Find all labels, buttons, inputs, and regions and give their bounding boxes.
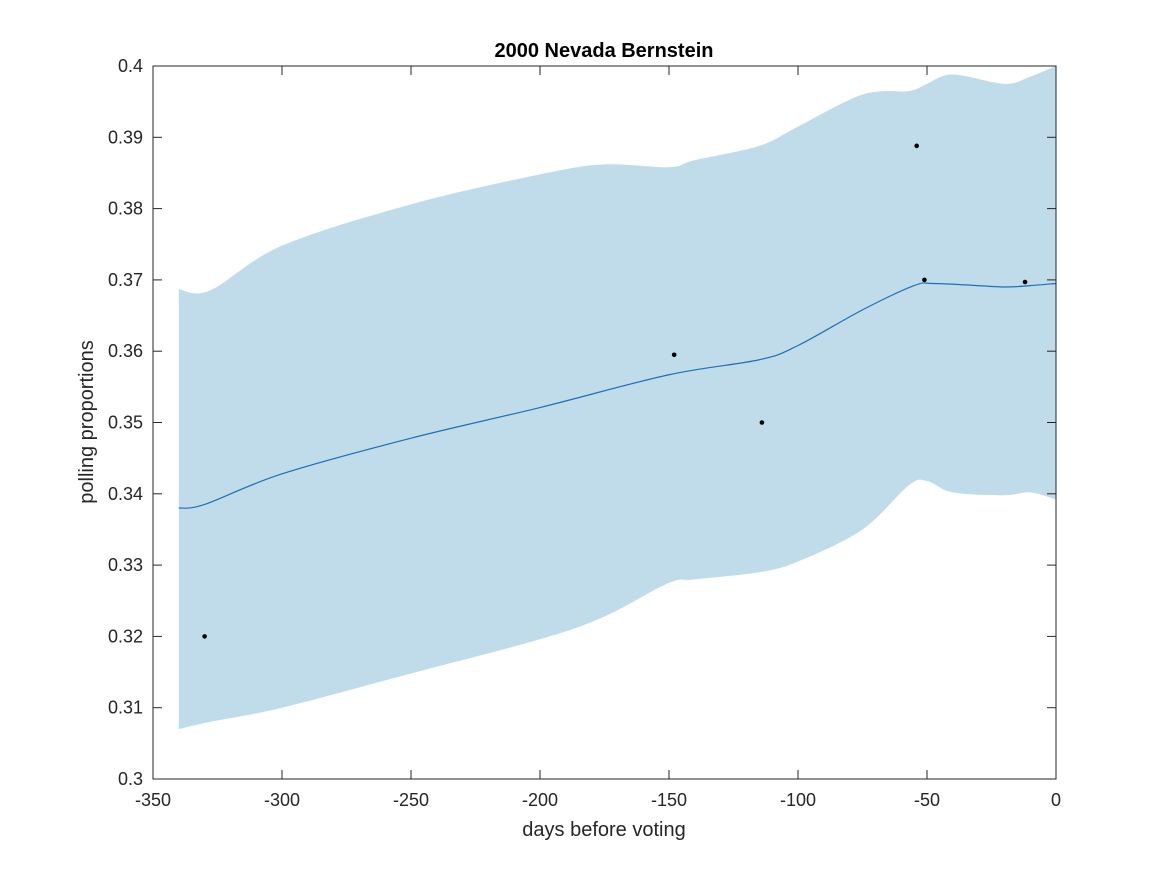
x-tick-label: -150 [651, 790, 687, 810]
series-line-0 [178, 282, 1057, 509]
y-tick-label: 0.39 [108, 127, 143, 147]
y-tick-label: 0.37 [108, 270, 143, 290]
y-tick-label: 0.36 [108, 341, 143, 361]
data-point [202, 634, 207, 639]
x-tick-label: -100 [780, 790, 816, 810]
data-point [1022, 279, 1028, 285]
x-axis-label: days before voting [522, 819, 685, 841]
plot-area [178, 66, 1057, 730]
confidence-band [178, 66, 1057, 730]
y-tick-label: 0.4 [118, 56, 143, 76]
x-tick-label: -350 [135, 790, 171, 810]
x-tick-label: -250 [393, 790, 429, 810]
y-tick-label: 0.38 [108, 199, 143, 219]
data-point [759, 420, 765, 425]
x-tick-label: -200 [522, 790, 558, 810]
data-point [922, 277, 927, 283]
data-point [914, 143, 919, 149]
y-tick-label: 0.3 [118, 769, 143, 789]
y-axis-label: polling proportions [76, 340, 98, 503]
y-tick-label: 0.33 [108, 555, 143, 575]
y-tick-label: 0.32 [108, 626, 143, 646]
x-tick-label: -300 [264, 790, 300, 810]
chart-title: 2000 Nevada Bernstein [494, 40, 713, 62]
x-tick-label: -50 [914, 790, 940, 810]
x-tick-label: 0 [1051, 790, 1061, 810]
y-tick-label: 0.35 [108, 413, 143, 433]
data-point [671, 352, 677, 358]
y-tick-label: 0.31 [108, 698, 143, 718]
axes: -350 -300 -250 -200 -150 -100 -50 0 0.3 0.31 0.32 0… [108, 56, 1061, 810]
y-tick-label: 0.34 [108, 484, 143, 504]
